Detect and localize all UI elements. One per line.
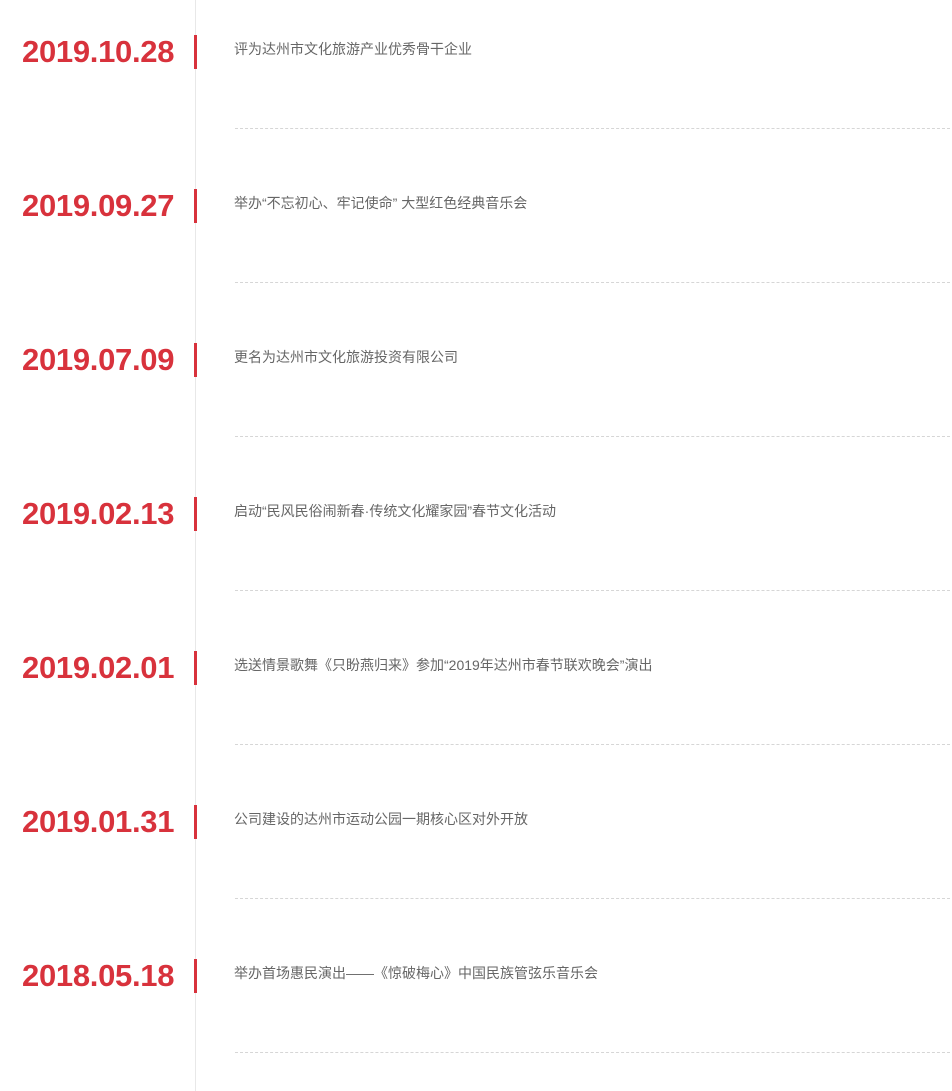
timeline-event-text: 举办“不忘初心、牢记使命” 大型红色经典音乐会 <box>234 195 528 211</box>
divider <box>235 898 950 899</box>
timeline-date: 2019.09.27 <box>22 188 175 223</box>
divider <box>235 282 950 283</box>
timeline-marker <box>194 805 197 839</box>
timeline-date: 2019.02.01 <box>22 650 175 685</box>
timeline-item: 2019.02.01 选送情景歌舞《只盼燕归来》参加“2019年达州市春节联欢晚会… <box>0 616 952 770</box>
timeline-date: 2019.02.13 <box>22 496 175 531</box>
divider <box>235 436 950 437</box>
timeline-marker <box>194 35 197 69</box>
divider <box>235 1052 950 1053</box>
timeline-item: 2019.02.13 启动“民风民俗闹新春·传统文化耀家园”春节文化活动 <box>0 462 952 616</box>
timeline-date: 2019.10.28 <box>22 34 175 69</box>
timeline-event-text: 启动“民风民俗闹新春·传统文化耀家园”春节文化活动 <box>234 503 556 519</box>
timeline-event-text: 评为达州市文化旅游产业优秀骨干企业 <box>234 41 472 57</box>
divider <box>235 590 950 591</box>
timeline-event-text: 更名为达州市文化旅游投资有限公司 <box>234 349 458 365</box>
timeline-event-text: 选送情景歌舞《只盼燕归来》参加“2019年达州市春节联欢晚会”演出 <box>234 657 653 673</box>
timeline-axis <box>195 0 196 1091</box>
timeline-item: 2019.07.09 更名为达州市文化旅游投资有限公司 <box>0 308 952 462</box>
timeline-item: 2018.05.18 举办首场惠民演出——《惊破梅心》中国民族管弦乐音乐会 <box>0 924 952 1078</box>
timeline-marker <box>194 189 197 223</box>
timeline-marker <box>194 343 197 377</box>
timeline-date: 2019.07.09 <box>22 342 175 377</box>
timeline-event-text: 举办首场惠民演出——《惊破梅心》中国民族管弦乐音乐会 <box>234 965 598 981</box>
timeline-event-text: 公司建设的达州市运动公园一期核心区对外开放 <box>234 811 528 827</box>
timeline-date: 2018.05.18 <box>22 958 175 993</box>
timeline-date: 2019.01.31 <box>22 804 175 839</box>
divider <box>235 128 950 129</box>
timeline-marker <box>194 497 197 531</box>
timeline-item: 2019.01.31 公司建设的达州市运动公园一期核心区对外开放 <box>0 770 952 924</box>
timeline-marker <box>194 651 197 685</box>
divider <box>235 744 950 745</box>
timeline-item: 2019.09.27 举办“不忘初心、牢记使命” 大型红色经典音乐会 <box>0 154 952 308</box>
timeline-item: 2019.10.28 评为达州市文化旅游产业优秀骨干企业 <box>0 0 952 154</box>
timeline-marker <box>194 959 197 993</box>
